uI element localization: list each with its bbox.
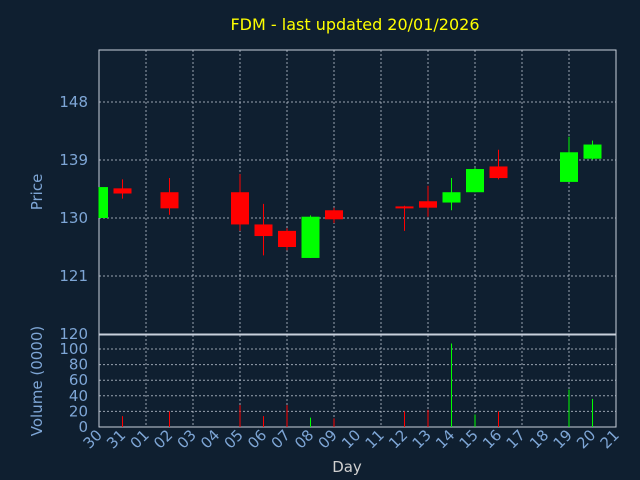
chart-title: FDM - last updated 20/01/2026 xyxy=(230,15,479,34)
candle-body-08 xyxy=(301,216,320,258)
price-axis-label: Price xyxy=(28,174,46,211)
price-tick-label: 148 xyxy=(59,93,88,111)
candle-body-16 xyxy=(489,166,508,179)
price-tick-label: 130 xyxy=(59,209,88,227)
x-tick-label: 07 xyxy=(268,426,294,452)
candle-body-09 xyxy=(325,210,343,220)
x-tick-label: 10 xyxy=(338,426,364,452)
x-tick-label: 31 xyxy=(103,426,129,452)
volume-tick-label: 60 xyxy=(69,371,88,389)
x-tick-label: 12 xyxy=(385,426,411,452)
candle-body-14 xyxy=(442,192,461,203)
price-panel: 148 139 130 121 120 xyxy=(59,49,617,343)
candle-body-02 xyxy=(160,192,179,209)
x-axis: 3031010203040506070809101112131415161718… xyxy=(80,426,623,452)
x-tick-label: 21 xyxy=(597,426,623,452)
x-tick-label: 04 xyxy=(197,426,223,452)
volume-tick-label: 100 xyxy=(59,340,88,358)
x-tick-label: 08 xyxy=(291,426,317,452)
volume-tick-label: 0 xyxy=(78,418,88,436)
x-tick-label: 20 xyxy=(573,426,599,452)
x-tick-label: 01 xyxy=(127,426,153,452)
volume-frame xyxy=(98,334,617,428)
x-tick-label: 09 xyxy=(315,426,341,452)
price-tick-label: 139 xyxy=(59,151,88,169)
price-tick-label: 120 xyxy=(59,325,88,343)
volume-tick-label: 80 xyxy=(69,356,88,374)
x-tick-label: 14 xyxy=(432,426,458,452)
x-tick-label: 17 xyxy=(503,426,529,452)
volume-tick-label: 40 xyxy=(69,387,88,405)
price-frame xyxy=(98,49,617,335)
x-tick-label: 06 xyxy=(244,426,270,452)
volume-axis-label: Volume (0000) xyxy=(28,326,46,436)
candle-body-06 xyxy=(254,224,273,237)
volume-tick-label: 20 xyxy=(69,402,88,420)
x-tick-label: 13 xyxy=(409,426,435,452)
x-tick-label: 02 xyxy=(150,426,176,452)
x-tick-label: 18 xyxy=(526,426,552,452)
x-tick-label: 15 xyxy=(456,426,482,452)
candle-body-07 xyxy=(278,230,296,247)
candle-body-19 xyxy=(560,152,578,182)
price-tick-label: 121 xyxy=(59,267,88,285)
candle-body-13 xyxy=(419,201,437,208)
x-tick-label: 19 xyxy=(550,426,576,452)
x-tick-label: 11 xyxy=(362,426,388,452)
candle-body-12 xyxy=(395,206,414,209)
candle-body-05 xyxy=(231,192,249,225)
candle-body-20 xyxy=(583,144,602,159)
x-tick-label: 16 xyxy=(479,426,505,452)
candle-body-15 xyxy=(466,169,484,193)
candle-body-30 xyxy=(99,187,108,218)
candle-body-31 xyxy=(113,188,132,194)
x-tick-label: 03 xyxy=(174,426,200,452)
x-axis-label: Day xyxy=(332,458,362,476)
x-tick-label: 05 xyxy=(221,426,247,452)
